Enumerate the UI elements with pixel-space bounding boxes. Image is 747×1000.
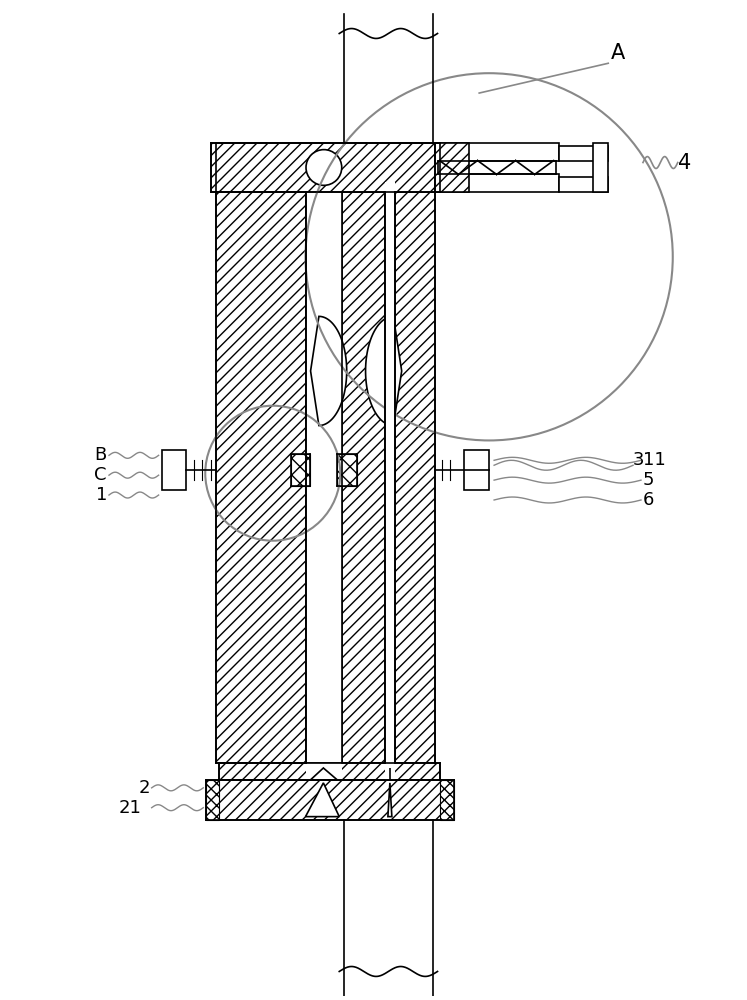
- Circle shape: [306, 150, 341, 185]
- Bar: [219, 763, 439, 780]
- Bar: [559, 177, 608, 192]
- Bar: [306, 763, 342, 780]
- Bar: [593, 143, 608, 192]
- Bar: [435, 143, 469, 192]
- Bar: [342, 143, 385, 192]
- Bar: [395, 143, 435, 192]
- Text: 2: 2: [138, 779, 149, 797]
- Polygon shape: [388, 783, 392, 817]
- Text: 1: 1: [96, 486, 107, 504]
- Bar: [161, 450, 187, 490]
- Bar: [385, 182, 395, 763]
- Bar: [385, 763, 395, 780]
- Bar: [439, 780, 454, 820]
- Text: 21: 21: [119, 799, 142, 817]
- Bar: [435, 174, 559, 192]
- Polygon shape: [311, 316, 347, 426]
- Text: B: B: [95, 446, 107, 464]
- Text: C: C: [95, 466, 107, 484]
- Bar: [385, 192, 395, 763]
- Bar: [559, 146, 608, 161]
- Text: 6: 6: [643, 491, 654, 509]
- Text: 11: 11: [643, 451, 666, 469]
- Text: 5: 5: [643, 471, 654, 489]
- Bar: [206, 780, 454, 820]
- Polygon shape: [311, 768, 338, 780]
- Bar: [465, 450, 489, 490]
- Bar: [306, 192, 342, 763]
- Bar: [291, 454, 311, 486]
- Bar: [206, 780, 219, 820]
- Polygon shape: [306, 783, 339, 817]
- Text: A: A: [611, 43, 625, 63]
- Polygon shape: [365, 316, 402, 426]
- Bar: [342, 192, 385, 763]
- Text: 4: 4: [678, 153, 691, 173]
- Bar: [435, 143, 559, 161]
- Bar: [211, 143, 439, 192]
- Bar: [338, 454, 357, 486]
- Text: 3: 3: [633, 451, 645, 469]
- Bar: [216, 143, 306, 763]
- Bar: [395, 192, 435, 763]
